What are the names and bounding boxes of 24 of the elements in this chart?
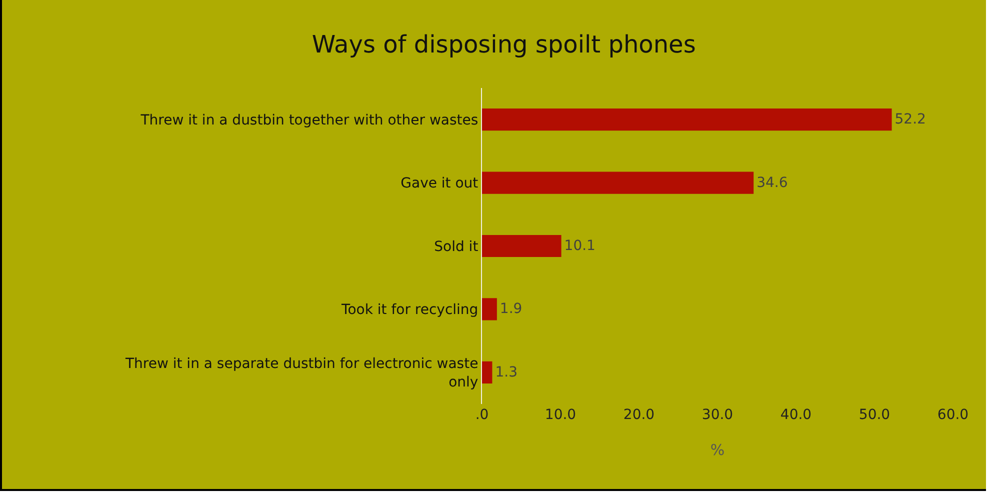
x-tick-label: 10.0 [544, 407, 576, 423]
x-tick-label: .0 [475, 407, 489, 423]
y-tick-label: Took it for recycling [340, 302, 478, 318]
chart-title: Ways of disposing spoilt phones [312, 30, 696, 58]
x-tick-label: 30.0 [702, 407, 734, 423]
x-axis-title: % [710, 441, 725, 459]
data-label: 10.1 [564, 238, 596, 254]
bar [482, 361, 492, 384]
bar [482, 172, 754, 194]
data-label: 52.2 [894, 112, 926, 128]
x-tick-label: 60.0 [937, 407, 969, 423]
y-tick-label: Threw it in a separate dustbin for electronic waste only [124, 356, 478, 390]
x-tick-label: 20.0 [623, 407, 655, 423]
bar [482, 298, 497, 320]
y-tick-label: Threw it in a dustbin together with other wastes [140, 112, 478, 128]
data-label: 1.9 [500, 301, 522, 318]
x-tick-label: 40.0 [780, 407, 812, 423]
bar [482, 234, 562, 258]
y-tick-label: Gave it out [400, 176, 479, 192]
y-tick-label: Sold it [434, 238, 479, 255]
bar [482, 108, 892, 131]
data-label: 34.6 [756, 174, 788, 191]
data-label: 1.3 [495, 364, 518, 380]
x-tick-label: 50.0 [858, 407, 890, 423]
